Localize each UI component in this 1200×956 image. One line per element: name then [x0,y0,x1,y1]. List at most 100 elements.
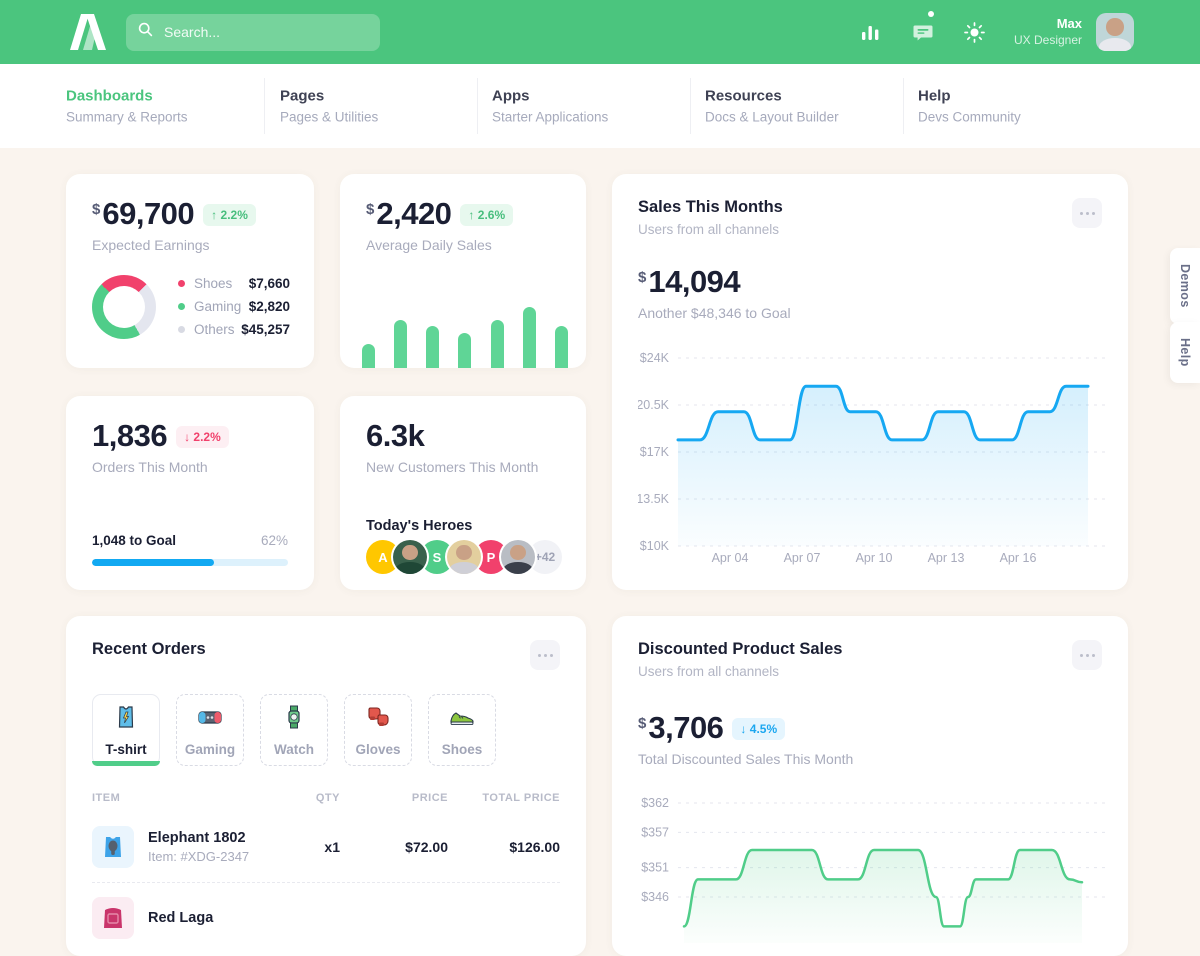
search-box[interactable] [126,13,380,51]
avatar-photo [501,540,535,574]
table-header-row: ITEM QTY PRICE TOTAL PRICE [92,792,560,812]
tab-shoes[interactable]: Shoes [428,694,496,766]
user-name: Max [1056,15,1082,31]
tab-label: Gloves [355,742,401,757]
currency-sign: $ [638,715,647,732]
svg-text:$357: $357 [641,825,669,839]
category-tabs: T-shirt Gaming Watch Gloves [92,694,560,766]
nav-sublabel: Docs & Layout Builder [705,109,839,125]
nav-label: Help [918,87,951,105]
side-tab-demos[interactable]: Demos [1170,248,1200,324]
card-label: New Customers This Month [366,458,539,475]
card-expected-earnings: $ 69,700 ↑ 2.2% Expected Earnings Shoes … [66,174,314,368]
svg-text:$362: $362 [641,796,669,810]
nav-item-help[interactable]: Help Devs Community [918,88,1021,125]
watch-icon [280,703,308,736]
legend-name: Gaming [194,299,242,315]
theme-sun-icon[interactable] [962,19,988,45]
sales-line-chart: $24K $20.5K $17K $13.5K $10K Apr 04 Apr 07 Apr… [629,340,1110,573]
active-tab-indicator [92,761,160,766]
goal-progress-bar [92,559,288,566]
goal-progress-fill [92,559,214,566]
legend-value: $7,660 [248,276,290,292]
avatar-photo [447,540,481,574]
svg-text:Apr 04: Apr 04 [712,551,749,565]
tab-tshirt[interactable]: T-shirt [92,694,160,766]
goal-percent: 62% [260,533,288,548]
svg-text:$13.5K: $13.5K [638,492,670,506]
goal-label: 1,048 to Goal [92,533,177,548]
col-total-price: TOTAL PRICE [482,792,560,804]
mini-bar [490,320,504,368]
nav-item-apps[interactable]: Apps Starter Applications [492,88,608,125]
gloves-icon [364,703,392,736]
table-row[interactable]: Elephant 1802 Item: #XDG-2347 x1 $72.00 … [92,812,560,882]
card-label: Orders This Month [92,458,208,475]
avatar-photo [393,540,427,574]
tab-watch[interactable]: Watch [260,694,328,766]
mini-bar [426,326,440,368]
legend-value: $45,257 [241,322,290,338]
ellipsis-menu-icon[interactable] [530,640,560,670]
gaming-icon [196,703,224,736]
legend-name: Shoes [194,276,233,292]
nav-divider [264,78,265,134]
currency-sign: $ [638,269,647,286]
goal-block: 1,048 to Goal 62% [92,533,288,566]
ellipsis-menu-icon[interactable] [1072,640,1102,670]
orders-value: 1,836 [92,418,168,453]
main-nav: Dashboards Summary & Reports Pages Pages… [0,64,1200,148]
nav-item-resources[interactable]: Resources Docs & Layout Builder [705,88,839,125]
nav-label: Pages [280,87,325,105]
avatar-more-chip[interactable]: +42 [528,540,562,574]
search-icon [138,22,153,42]
product-image [92,897,134,939]
currency-sign: $ [366,201,375,218]
legend-dot [178,303,185,311]
search-input[interactable] [162,23,368,41]
legend-row-shoes: Shoes $7,660 [178,276,290,291]
delta-badge: ↓ 2.2% [176,426,229,448]
nav-item-pages[interactable]: Pages Pages & Utilities [280,88,378,125]
svg-text:Apr 13: Apr 13 [928,551,965,565]
app-logo-icon[interactable] [66,13,110,51]
card-average-daily-sales: $ 2,420 ↑ 2.6% Average Daily Sales [340,174,586,368]
legend-row-gaming: Gaming $2,820 [178,299,290,314]
messages-icon[interactable] [910,11,936,45]
earnings-donut-chart [92,274,156,339]
stats-icon[interactable] [858,19,884,45]
card-label: Expected Earnings [92,236,210,253]
card-subtitle: Users from all channels [638,664,780,679]
user-avatar[interactable] [1096,13,1134,51]
card-orders-this-month: 1,836 ↓ 2.2% Orders This Month 1,048 to … [66,396,314,590]
legend-value: $2,820 [248,299,290,315]
card-sales-this-months: Sales This Months Users from all channel… [612,174,1128,590]
card-label: Total Discounted Sales This Month [638,750,854,767]
svg-text:Apr 16: Apr 16 [1000,551,1037,565]
nav-item-dashboards[interactable]: Dashboards Summary & Reports [66,88,188,125]
card-title: Recent Orders [92,640,206,658]
legend-dot [178,326,185,334]
ellipsis-menu-icon[interactable] [1072,198,1102,228]
nav-divider [690,78,691,134]
mini-bar [458,333,472,368]
nav-label: Apps [492,87,530,105]
shoes-icon [448,703,476,736]
sales-month-value: 14,094 [648,264,741,299]
tab-gaming[interactable]: Gaming [176,694,244,766]
legend-dot [178,280,185,288]
table-row[interactable]: Red Laga [92,882,560,953]
card-title: Discounted Product Sales [638,640,843,658]
tab-gloves[interactable]: Gloves [344,694,412,766]
col-qty: QTY [315,792,340,804]
card-title: Sales This Months [638,198,783,216]
notification-dot [927,11,934,17]
new-customers-value: 6.3k [366,418,425,453]
legend-name: Others [194,322,235,338]
side-tab-help[interactable]: Help [1170,322,1200,383]
nav-sublabel: Devs Community [918,109,1021,125]
discounted-value: 3,706 [648,710,724,745]
tab-label: Watch [274,742,314,757]
card-new-customers: 6.3k New Customers This Month Today's He… [340,396,586,590]
daily-sales-value: 2,420 [376,196,452,231]
